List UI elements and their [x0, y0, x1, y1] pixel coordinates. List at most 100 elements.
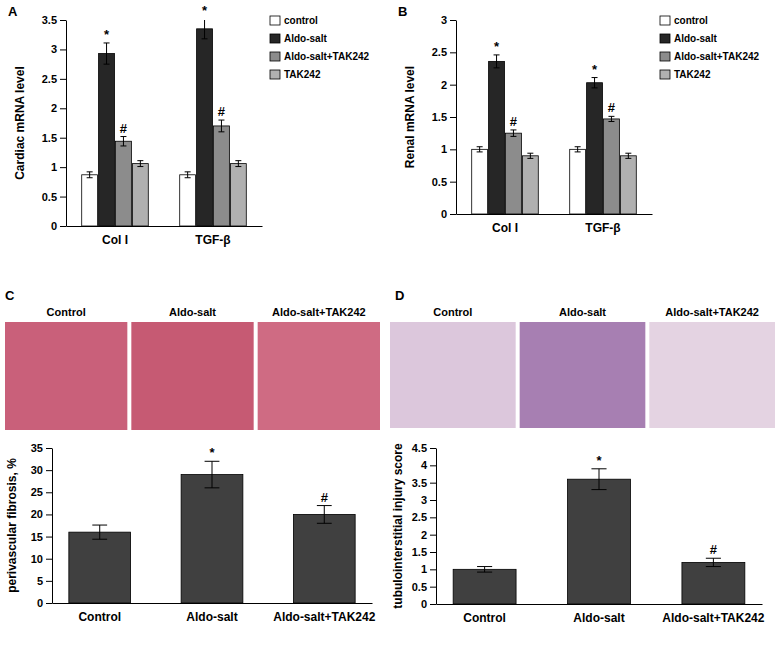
tick-label: Aldo-salt+TAK242	[662, 611, 764, 625]
error-bar	[527, 153, 533, 158]
legend-label: Aldo-salt+TAK242	[674, 51, 760, 62]
bar	[472, 149, 488, 214]
tick: 3	[441, 14, 456, 26]
micrograph	[5, 322, 127, 430]
tick-mark	[450, 52, 456, 53]
error-bar-line	[477, 572, 492, 573]
tick-label: Aldo-salt	[186, 610, 237, 624]
tick-label: 1	[441, 143, 447, 155]
bar	[99, 54, 115, 226]
tick-mark	[450, 149, 456, 150]
tick: 5	[37, 575, 52, 587]
legend-label: Aldo-salt+TAK242	[284, 51, 370, 62]
bar	[489, 61, 505, 214]
error-bar-line	[625, 158, 631, 159]
error-bar-line	[185, 171, 191, 172]
tick: 2	[441, 79, 456, 91]
error-bar-line	[106, 43, 107, 64]
error-bar-line	[104, 42, 110, 43]
tick-mark	[46, 514, 52, 515]
tick: 2	[51, 102, 66, 114]
tick: 25	[31, 486, 52, 498]
error-bar-line	[120, 136, 126, 137]
error-bar-line	[204, 20, 205, 39]
error-bar-line	[235, 160, 241, 161]
error-bar-line	[187, 172, 188, 178]
bar	[181, 475, 243, 603]
error-bar-line	[577, 147, 578, 152]
error-bar	[120, 137, 126, 146]
significance-mark: *	[494, 39, 500, 54]
error-bar-line	[625, 153, 631, 154]
tick: TGF-β	[195, 233, 230, 247]
tick: 10	[31, 553, 52, 565]
legend: controlAldo-saltAldo-salt+TAK242TAK242	[270, 15, 370, 80]
tick-label: 25	[31, 486, 43, 498]
error-bar-line	[706, 558, 721, 559]
tick: 0.5	[42, 191, 66, 203]
tick: 2.5	[42, 73, 66, 85]
tick: 4.5	[412, 442, 436, 454]
tick-label: 3.5	[42, 14, 57, 26]
error-bar	[235, 161, 241, 167]
tick-label: 4	[421, 459, 428, 471]
error-bar	[104, 43, 110, 64]
error-bar-line	[205, 461, 220, 462]
bar	[116, 141, 132, 226]
legend-swatch	[270, 52, 280, 61]
y-axis: 00.511.522.53	[432, 14, 457, 220]
tick-mark	[60, 108, 66, 109]
error-bar-line	[479, 147, 480, 152]
bar	[506, 133, 522, 214]
tick: Aldo-salt	[573, 611, 624, 625]
error-bar-line	[706, 566, 721, 567]
tick-label: Control	[78, 610, 121, 624]
tick: 3	[421, 494, 436, 506]
tick: 0.5	[432, 176, 456, 188]
error-bar	[625, 153, 631, 158]
error-bar-line	[202, 38, 208, 39]
tick: 1.5	[412, 546, 436, 558]
tick-label: 5	[37, 575, 43, 587]
error-bar	[205, 461, 220, 488]
significance-mark: *	[202, 3, 208, 18]
tick: 15	[31, 531, 52, 543]
tick: 1.5	[432, 111, 456, 123]
error-bar-line	[218, 131, 224, 132]
tick: 3	[51, 43, 66, 55]
legend-swatch	[660, 70, 670, 79]
error-bar-line	[494, 54, 500, 55]
tick-mark	[450, 85, 456, 86]
error-bar-line	[530, 153, 531, 158]
legend-label: TAK242	[284, 69, 321, 80]
bar	[587, 83, 603, 214]
error-bar-line	[611, 116, 612, 121]
tick: 0.5	[412, 581, 436, 593]
tick-label: 2.5	[42, 73, 57, 85]
error-bar-line	[477, 151, 483, 152]
tick-mark	[46, 537, 52, 538]
error-bar	[477, 567, 492, 573]
error-bar-line	[92, 539, 107, 540]
legend-swatch	[270, 34, 280, 43]
micrograph	[390, 322, 516, 428]
annotations: *#	[209, 445, 328, 504]
legend-swatch	[660, 52, 670, 61]
tick-label: 3	[51, 43, 57, 55]
tick-mark	[430, 552, 436, 553]
tick: 3.5	[42, 14, 66, 26]
axis-line	[437, 604, 763, 605]
error-bar-line	[140, 161, 141, 167]
error-bar-line	[123, 137, 124, 146]
axis-line	[53, 603, 373, 604]
tick: 4	[421, 459, 436, 471]
tick-label: Col I	[492, 221, 518, 235]
error-bar-line	[212, 461, 213, 488]
significance-mark: #	[218, 104, 226, 119]
legend-label: Aldo-salt	[674, 33, 717, 44]
error-bar	[608, 116, 614, 121]
tick-mark	[60, 226, 66, 227]
tick-label: 1.5	[412, 546, 427, 558]
tick-label: 2.5	[412, 511, 427, 523]
tick-label: 3	[441, 14, 447, 26]
